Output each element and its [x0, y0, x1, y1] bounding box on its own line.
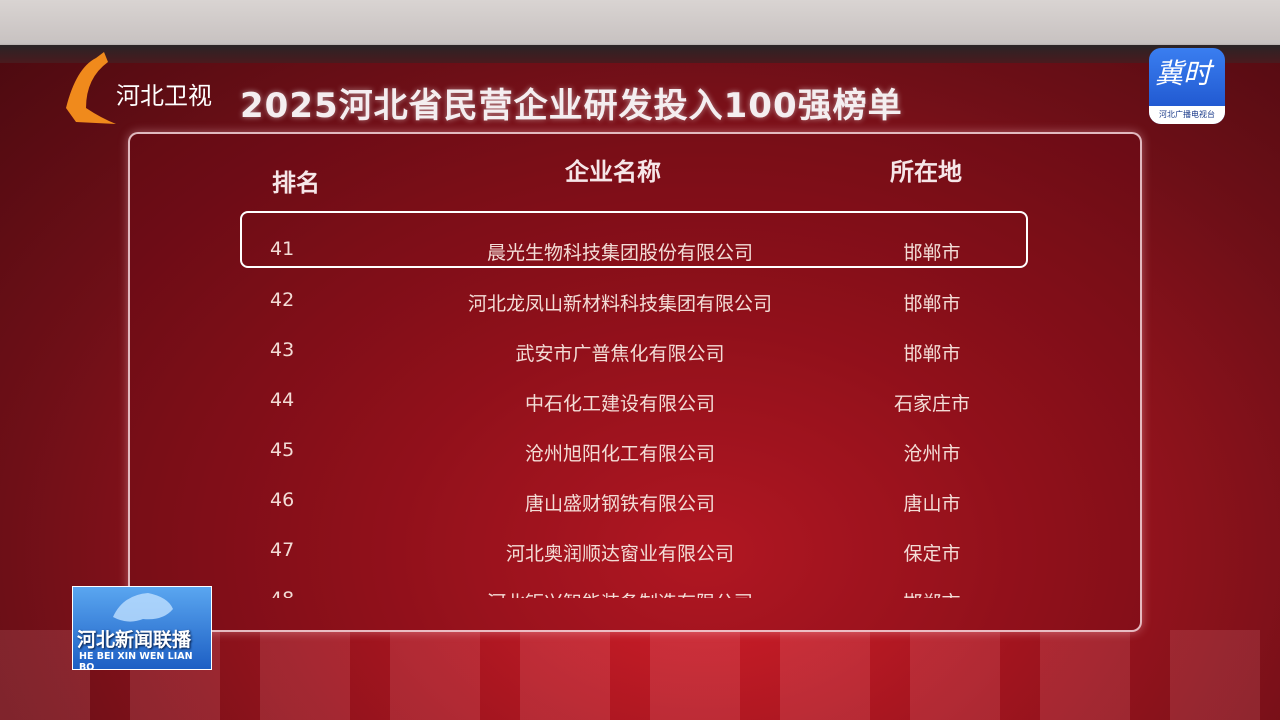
cell-rank: 46 — [270, 489, 295, 511]
program-logo: 河北新闻联播 HE BEI XIN WEN LIAN BO — [72, 586, 212, 673]
board-title: 2025河北省民营企业研发投入100强榜单 — [240, 86, 903, 126]
cell-name: 河北钜兴智能装备制造有限公司 — [487, 588, 753, 598]
cell-city: 邯郸市 — [903, 588, 960, 598]
screen-edge — [0, 45, 1280, 63]
cell-name: 中石化工建设有限公司 — [524, 393, 716, 415]
cell-city: 唐山市 — [903, 493, 961, 515]
table-row: 47 河北奥润顺达窗业有限公司 保定市 — [0, 531, 1280, 571]
ranking-panel — [128, 132, 1142, 632]
cell-name: 晨光生物科技集团股份有限公司 — [486, 242, 754, 264]
program-name: 河北新闻联播 — [77, 629, 192, 651]
table-row: 46 唐山盛财钢铁有限公司 唐山市 — [0, 481, 1280, 521]
cell-city: 邯郸市 — [903, 293, 961, 315]
highlight-frame — [240, 211, 1028, 268]
cell-rank: 45 — [270, 439, 295, 461]
cell-city: 邯郸市 — [903, 343, 961, 365]
app-subtitle: 河北广播电视台 — [1149, 106, 1225, 124]
header-city: 所在地 — [890, 158, 962, 186]
cell-city: 邯郸市 — [903, 242, 961, 264]
floor-tiles — [0, 630, 1280, 720]
cell-name: 唐山盛财钢铁有限公司 — [524, 493, 716, 515]
cell-rank: 41 — [270, 238, 295, 260]
app-logo-text: 冀时 — [1155, 57, 1212, 90]
header-rank: 排名 — [272, 169, 320, 197]
table-row: 45 沧州旭阳化工有限公司 沧州市 — [0, 431, 1280, 471]
cell-name: 河北龙凤山新材料科技集团有限公司 — [467, 293, 773, 315]
cell-city: 石家庄市 — [893, 393, 971, 415]
header-name: 企业名称 — [565, 158, 661, 186]
table-row: 43 武安市广普焦化有限公司 邯郸市 — [0, 331, 1280, 371]
table-row: 44 中石化工建设有限公司 石家庄市 — [0, 381, 1280, 421]
program-name-en: HE BEI XIN WEN LIAN BO — [79, 651, 193, 673]
cell-name: 沧州旭阳化工有限公司 — [524, 443, 716, 465]
display-screen — [0, 45, 1280, 720]
cell-rank: 48 — [270, 588, 294, 598]
channel-name: 河北卫视 — [116, 82, 212, 110]
table-row: 42 河北龙凤山新材料科技集团有限公司 邯郸市 — [0, 281, 1280, 321]
cell-rank: 42 — [270, 289, 295, 311]
cell-city: 沧州市 — [903, 443, 961, 465]
hebei-tv-logo: 河北卫视 — [56, 48, 236, 124]
cell-rank: 44 — [270, 389, 295, 411]
cell-rank: 43 — [270, 339, 295, 361]
jishi-app-logo: 冀时 河北广播电视台 — [1149, 48, 1225, 124]
great-wall-icon — [66, 52, 116, 124]
cell-name: 河北奥润顺达窗业有限公司 — [505, 543, 735, 565]
table-row: 41 晨光生物科技集团股份有限公司 邯郸市 — [0, 230, 1280, 270]
cell-rank: 47 — [270, 539, 295, 561]
cell-city: 保定市 — [903, 543, 961, 565]
hebei-map-icon — [113, 593, 173, 622]
cell-name: 武安市广普焦化有限公司 — [515, 343, 725, 365]
table-row: 48 河北钜兴智能装备制造有限公司 邯郸市 — [0, 580, 1280, 598]
